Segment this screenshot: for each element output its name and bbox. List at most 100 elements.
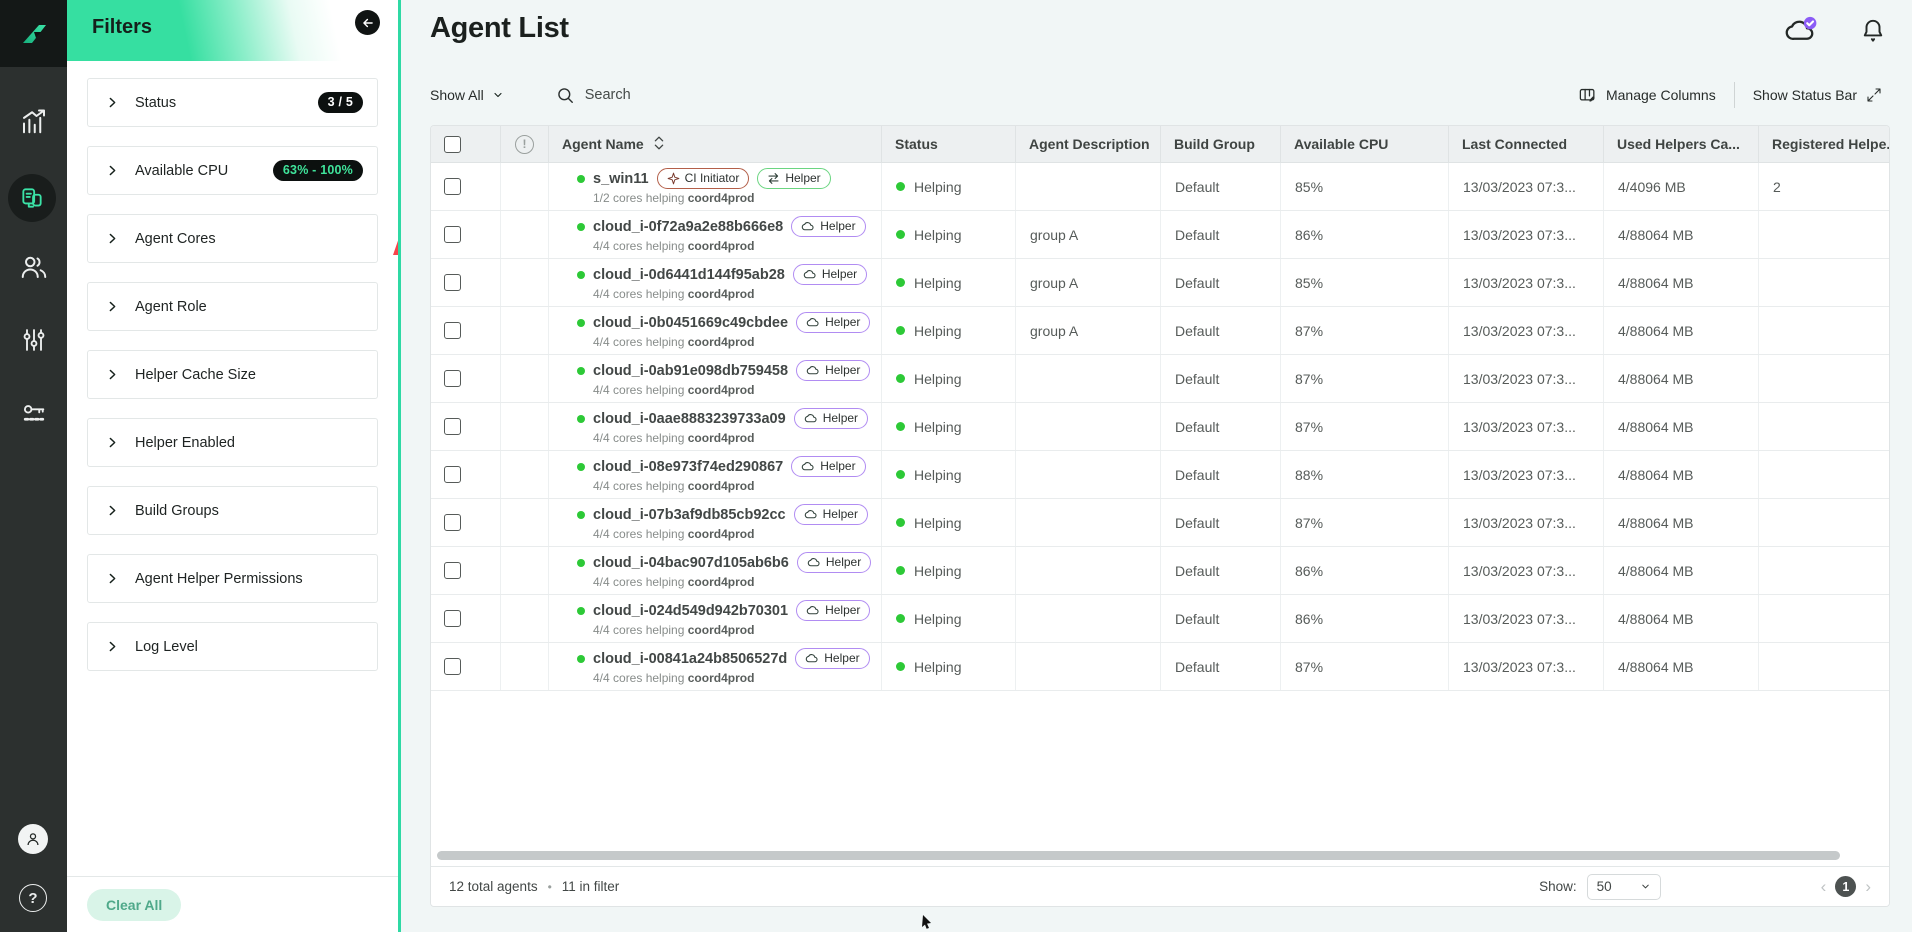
agent-online-dot <box>577 319 585 327</box>
filter-item-log-level[interactable]: Log Level <box>87 622 378 671</box>
cell-select <box>431 643 501 690</box>
row-checkbox[interactable] <box>444 322 461 339</box>
column-header-last-connected[interactable]: Last Connected <box>1449 126 1604 162</box>
users-nav[interactable] <box>0 252 67 282</box>
filter-label: Agent Helper Permissions <box>135 571 303 587</box>
column-header-status[interactable]: Status <box>882 126 1016 162</box>
filter-item-helper-enabled[interactable]: Helper Enabled <box>87 418 378 467</box>
status-dot <box>896 230 905 239</box>
column-header-available-cpu[interactable]: Available CPU <box>1281 126 1449 162</box>
row-checkbox[interactable] <box>444 658 461 675</box>
cell-registered-helpers <box>1759 355 1889 402</box>
row-checkbox[interactable] <box>444 466 461 483</box>
table-row-cloud-i-024d549d942b70301[interactable]: cloud_i-024d549d942b70301Helper4/4 cores… <box>431 595 1889 643</box>
filter-item-status[interactable]: Status3 / 5 <box>87 78 378 127</box>
row-checkbox[interactable] <box>444 274 461 291</box>
show-status-bar-label: Show Status Bar <box>1753 87 1857 103</box>
cell-description <box>1016 499 1161 546</box>
cell-status: Helping <box>882 163 1016 210</box>
manage-columns-icon <box>1578 86 1597 105</box>
table-row-cloud-i-0b0451669c49cbdee[interactable]: cloud_i-0b0451669c49cbdeeHelper4/4 cores… <box>431 307 1889 355</box>
agent-subtext: 4/4 cores helping coord4prod <box>577 575 754 589</box>
clear-all-button[interactable]: Clear All <box>87 889 181 921</box>
cloud-badge-icon <box>801 220 815 233</box>
row-checkbox[interactable] <box>444 610 461 627</box>
keys-nav[interactable] <box>0 400 67 428</box>
cell-description <box>1016 163 1161 210</box>
status-text: Helping <box>914 611 961 627</box>
notifications-button[interactable] <box>1860 16 1886 49</box>
table-row-cloud-i-0aae8883239733a09[interactable]: cloud_i-0aae8883239733a09Helper4/4 cores… <box>431 403 1889 451</box>
cell-alert <box>501 307 549 354</box>
filter-item-build-groups[interactable]: Build Groups <box>87 486 378 535</box>
table-row-cloud-i-08e973f74ed290867[interactable]: cloud_i-08e973f74ed290867Helper4/4 cores… <box>431 451 1889 499</box>
cell-used-helpers: 4/88064 MB <box>1604 403 1759 450</box>
table-row-cloud-i-0ab91e098db759458[interactable]: cloud_i-0ab91e098db759458Helper4/4 cores… <box>431 355 1889 403</box>
badge-label: Helper <box>785 171 820 185</box>
help-button[interactable]: ? <box>19 884 47 912</box>
show-all-dropdown[interactable]: Show All <box>430 87 504 103</box>
manage-columns-button[interactable]: Manage Columns <box>1578 86 1716 105</box>
cell-registered-helpers <box>1759 595 1889 642</box>
app-logo[interactable] <box>0 0 67 67</box>
cell-build-group: Default <box>1161 595 1281 642</box>
cursor-pointer <box>921 915 933 932</box>
page-size-select[interactable]: 50 <box>1587 874 1661 900</box>
table-row-cloud-i-0f72a9a2e88b666e8[interactable]: cloud_i-0f72a9a2e88b666e8Helper4/4 cores… <box>431 211 1889 259</box>
cell-build-group: Default <box>1161 547 1281 594</box>
badge-ci-initiator-ci: CI Initiator <box>657 168 750 189</box>
badge-label: Helper <box>825 363 860 377</box>
agents-nav-active[interactable] <box>8 174 56 222</box>
cloud-sync-button[interactable] <box>1784 15 1820 50</box>
row-checkbox[interactable] <box>444 514 461 531</box>
settings-nav[interactable] <box>0 326 67 354</box>
user-avatar[interactable] <box>18 824 48 854</box>
filter-label: Status <box>135 95 176 111</box>
table-row-cloud-i-07b3af9db85cb92cc[interactable]: cloud_i-07b3af9db85cb92ccHelper4/4 cores… <box>431 499 1889 547</box>
filter-label: Log Level <box>135 639 198 655</box>
cell-status: Helping <box>882 547 1016 594</box>
cell-alert <box>501 355 549 402</box>
filter-item-agent-helper-permissions[interactable]: Agent Helper Permissions <box>87 554 378 603</box>
row-checkbox[interactable] <box>444 178 461 195</box>
badge-label: Helper <box>824 651 859 665</box>
next-page-button[interactable]: › <box>1865 878 1871 895</box>
table-row-s-win11[interactable]: s_win11CI InitiatorHelper1/2 cores helpi… <box>431 163 1889 211</box>
collapse-filters-button[interactable] <box>355 10 380 35</box>
row-checkbox[interactable] <box>444 562 461 579</box>
table-row-cloud-i-04bac907d105ab6b6[interactable]: cloud_i-04bac907d105ab6b6Helper4/4 cores… <box>431 547 1889 595</box>
badge-helper-helper-cloud: Helper <box>794 408 868 429</box>
analytics-nav[interactable] <box>0 106 67 136</box>
filter-item-agent-cores[interactable]: Agent Cores <box>87 214 378 263</box>
column-header-agent-name[interactable]: Agent Name <box>549 126 882 162</box>
select-all-checkbox[interactable] <box>444 136 461 153</box>
cell-available-cpu: 88% <box>1281 451 1449 498</box>
prev-page-button[interactable]: ‹ <box>1821 878 1827 895</box>
table-row-cloud-i-00841a24b8506527d[interactable]: cloud_i-00841a24b8506527dHelper4/4 cores… <box>431 643 1889 691</box>
filter-label: Agent Cores <box>135 231 216 247</box>
cell-status: Helping <box>882 595 1016 642</box>
search-input[interactable] <box>585 87 805 103</box>
column-header-used-helpers[interactable]: Used Helpers Ca... <box>1604 126 1759 162</box>
column-header-agent-description[interactable]: Agent Description <box>1016 126 1161 162</box>
filter-item-helper-cache-size[interactable]: Helper Cache Size <box>87 350 378 399</box>
scrollbar-thumb[interactable] <box>437 851 1840 860</box>
column-header-registered-helpers[interactable]: Registered Helpe.. <box>1759 126 1889 162</box>
cell-last-connected: 13/03/2023 07:3... <box>1449 307 1604 354</box>
filter-item-available-cpu[interactable]: Available CPU63% - 100% <box>87 146 378 195</box>
row-checkbox[interactable] <box>444 370 461 387</box>
row-checkbox[interactable] <box>444 418 461 435</box>
show-status-bar-button[interactable]: Show Status Bar <box>1753 87 1882 103</box>
agent-name-text: cloud_i-00841a24b8506527d <box>593 651 787 667</box>
cell-description <box>1016 643 1161 690</box>
alert-column-header: ! <box>501 126 549 162</box>
cell-available-cpu: 86% <box>1281 547 1449 594</box>
cloud-badge-icon <box>807 556 821 569</box>
filter-item-agent-role[interactable]: Agent Role <box>87 282 378 331</box>
current-page-badge[interactable]: 1 <box>1835 876 1856 897</box>
select-menu-chevron-icon[interactable] <box>471 138 484 151</box>
row-checkbox[interactable] <box>444 226 461 243</box>
sort-icon[interactable] <box>644 135 665 154</box>
column-header-build-group[interactable]: Build Group <box>1161 126 1281 162</box>
table-row-cloud-i-0d6441d144f95ab28[interactable]: cloud_i-0d6441d144f95ab28Helper4/4 cores… <box>431 259 1889 307</box>
